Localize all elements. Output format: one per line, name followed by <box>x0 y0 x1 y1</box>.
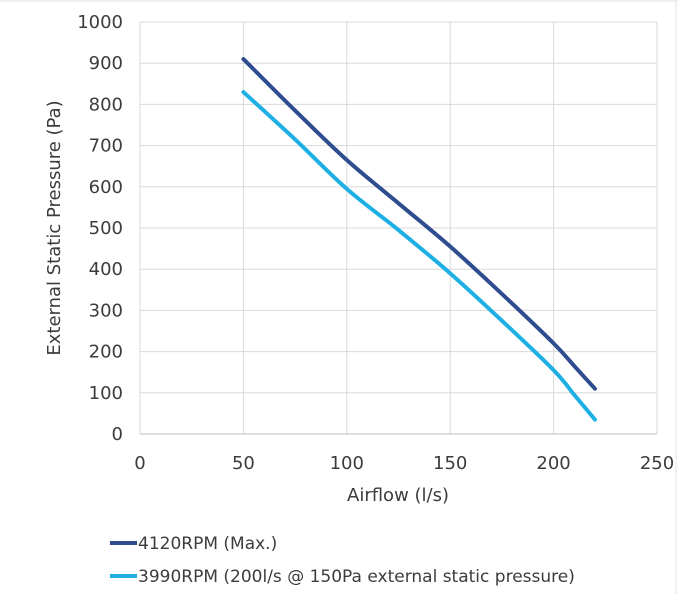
y-tick-label: 300 <box>89 300 123 321</box>
legend-label-0: 4120RPM (Max.) <box>138 534 277 554</box>
x-axis-title: Airflow (l/s) <box>347 485 449 506</box>
y-tick-label: 400 <box>89 259 123 280</box>
x-tick-label: 250 <box>640 453 674 474</box>
y-tick-label: 1000 <box>77 12 123 33</box>
x-tick-label: 100 <box>330 453 364 474</box>
y-tick-label: 800 <box>89 94 123 115</box>
series-line-1 <box>241 90 597 422</box>
x-tick-label: 0 <box>134 453 145 474</box>
x-tick-label: 200 <box>536 453 570 474</box>
y-axis-title: External Static Pressure (Pa) <box>44 100 65 355</box>
y-tick-label: 500 <box>89 218 123 239</box>
y-tick-label: 0 <box>112 424 123 445</box>
legend-label-1: 3990RPM (200l/s @ 150Pa external static … <box>138 567 575 587</box>
series-line-0 <box>241 57 597 391</box>
x-tick-label: 150 <box>433 453 467 474</box>
y-tick-label: 900 <box>89 53 123 74</box>
y-tick-label: 700 <box>89 136 123 157</box>
y-tick-label: 600 <box>89 177 123 198</box>
y-tick-label: 100 <box>89 383 123 404</box>
y-tick-label: 200 <box>89 342 123 363</box>
x-tick-label: 50 <box>232 453 255 474</box>
